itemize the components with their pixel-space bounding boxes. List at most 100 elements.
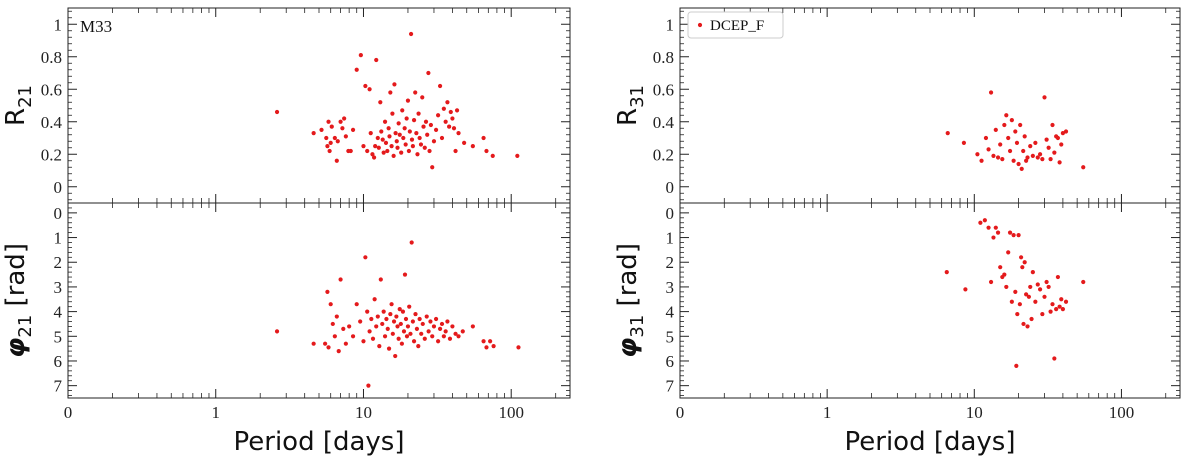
data-point bbox=[1059, 297, 1064, 302]
data-point bbox=[410, 319, 415, 324]
data-point bbox=[450, 116, 455, 121]
data-point bbox=[274, 329, 280, 334]
data-point bbox=[390, 331, 395, 336]
data-point bbox=[415, 152, 420, 157]
data-point bbox=[421, 124, 426, 129]
data-point bbox=[454, 108, 460, 113]
y-axis-title-main: φ bbox=[1, 338, 31, 358]
data-point bbox=[405, 324, 411, 329]
data-point bbox=[431, 139, 437, 144]
x-tick-label: 0 bbox=[64, 403, 73, 422]
data-point bbox=[388, 311, 393, 317]
data-point bbox=[998, 265, 1003, 270]
y-axis-title-suffix: [rad] bbox=[1, 243, 31, 315]
data-point bbox=[1060, 307, 1065, 312]
data-point bbox=[424, 314, 429, 319]
data-point bbox=[350, 127, 356, 132]
plot-frame bbox=[67, 202, 571, 399]
data-point bbox=[1037, 287, 1043, 292]
data-point bbox=[391, 153, 396, 158]
y-tick-label: 2 bbox=[54, 253, 63, 272]
data-point bbox=[399, 341, 404, 346]
data-point bbox=[370, 152, 375, 157]
data-point bbox=[443, 329, 448, 334]
data-point bbox=[374, 324, 379, 329]
data-point bbox=[413, 90, 418, 95]
data-point bbox=[386, 346, 392, 351]
y-tick-label: 7 bbox=[666, 377, 675, 396]
data-point bbox=[323, 341, 328, 346]
data-point bbox=[460, 329, 465, 334]
data-point bbox=[416, 344, 421, 349]
y-tick-label: 1 bbox=[666, 15, 675, 34]
data-point bbox=[369, 316, 374, 322]
data-point bbox=[1033, 299, 1038, 304]
data-point bbox=[988, 90, 994, 95]
data-point bbox=[1017, 302, 1022, 307]
data-point bbox=[1050, 122, 1055, 128]
data-point bbox=[1024, 158, 1029, 163]
data-point bbox=[1035, 155, 1040, 160]
data-point bbox=[366, 383, 371, 388]
data-point bbox=[1081, 165, 1086, 170]
data-point bbox=[1081, 279, 1086, 285]
data-point bbox=[376, 145, 381, 150]
data-point bbox=[1042, 95, 1047, 100]
data-point bbox=[1052, 356, 1057, 361]
scatter-points bbox=[274, 31, 520, 170]
data-point bbox=[380, 321, 385, 327]
y-tick-label: 0.6 bbox=[41, 80, 62, 99]
data-point bbox=[402, 126, 407, 131]
data-point bbox=[436, 339, 441, 344]
data-point bbox=[1004, 284, 1009, 290]
data-point bbox=[388, 90, 393, 95]
data-point bbox=[325, 289, 330, 294]
data-point bbox=[319, 127, 324, 132]
data-point bbox=[1054, 307, 1059, 312]
data-point bbox=[453, 148, 458, 154]
data-point bbox=[1013, 129, 1018, 134]
data-point bbox=[354, 67, 359, 72]
y-axis-title: R21 bbox=[1, 85, 36, 126]
data-point bbox=[385, 326, 390, 331]
data-point bbox=[1021, 148, 1026, 154]
data-point bbox=[470, 144, 475, 149]
data-point bbox=[1044, 137, 1049, 142]
data-point bbox=[437, 326, 443, 331]
y-tick-label: 0 bbox=[666, 204, 675, 223]
y-tick-label: 2 bbox=[666, 253, 675, 272]
data-point bbox=[1000, 157, 1005, 162]
data-point bbox=[373, 144, 378, 149]
data-point bbox=[961, 140, 967, 145]
x-axis-title: Period [days] bbox=[234, 427, 405, 457]
data-point bbox=[381, 150, 386, 155]
y-tick-label: 0 bbox=[666, 178, 675, 197]
data-point bbox=[342, 116, 347, 121]
y-tick-label: 1 bbox=[54, 229, 63, 248]
scatter-points bbox=[274, 240, 521, 388]
data-point bbox=[363, 83, 368, 89]
data-point bbox=[378, 277, 383, 282]
y-tick-label: 0.8 bbox=[41, 48, 62, 67]
data-point bbox=[1057, 304, 1062, 309]
data-point bbox=[993, 127, 998, 132]
x-tick-label: 0 bbox=[676, 403, 685, 422]
data-point bbox=[393, 353, 398, 359]
data-point bbox=[439, 321, 445, 327]
data-point bbox=[326, 119, 331, 124]
data-point bbox=[406, 148, 411, 154]
data-point bbox=[330, 321, 335, 327]
data-point bbox=[334, 158, 339, 163]
data-point bbox=[1002, 272, 1007, 277]
data-point bbox=[334, 314, 339, 319]
data-point bbox=[404, 116, 409, 121]
legend-box bbox=[687, 11, 784, 39]
data-point bbox=[986, 147, 991, 152]
data-point bbox=[417, 316, 422, 322]
y-tick-label: 6 bbox=[666, 352, 675, 371]
data-point bbox=[988, 279, 994, 285]
data-point bbox=[396, 121, 401, 126]
data-point bbox=[445, 319, 450, 324]
data-point bbox=[404, 334, 410, 339]
data-point bbox=[490, 153, 495, 158]
